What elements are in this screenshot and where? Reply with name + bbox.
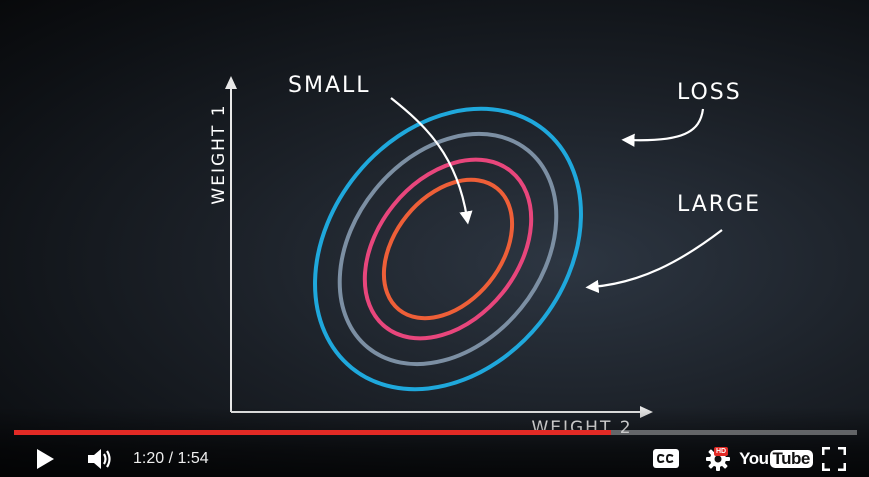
y-axis-label: WEIGHT 1: [209, 103, 229, 204]
play-button[interactable]: [28, 440, 62, 477]
contour-inner: [381, 177, 515, 321]
graph-axes: [225, 76, 653, 418]
youtube-logo-you: You: [739, 448, 769, 468]
small-arrow: [390, 97, 473, 225]
contour-third: [362, 157, 534, 341]
captions-button[interactable]: [650, 440, 682, 477]
volume-icon: [88, 448, 111, 469]
annotation-small: SMALL: [288, 73, 371, 98]
progress-bar[interactable]: [14, 430, 857, 435]
loss-contours: [313, 106, 583, 392]
play-icon: [37, 448, 54, 469]
contour-outer: [313, 106, 583, 392]
control-bar: 1:20 / 1:54: [0, 440, 869, 477]
annotation-large: LARGE: [677, 192, 761, 217]
captions-icon: [653, 449, 679, 468]
annotation-loss: LOSS: [677, 80, 742, 105]
contour-second: [337, 131, 559, 367]
time-display: 1:20 / 1:54: [133, 440, 209, 477]
time-separator: /: [164, 450, 178, 467]
youtube-logo-tube: Tube: [769, 449, 813, 468]
x-axis-label: WEIGHT 2: [531, 418, 632, 438]
current-time: 1:20: [133, 450, 165, 467]
x-axis-arrow-icon: [640, 406, 653, 418]
volume-button[interactable]: [82, 440, 118, 477]
fullscreen-icon: [822, 446, 846, 471]
fullscreen-button[interactable]: [818, 440, 850, 477]
y-axis-arrow-icon: [225, 76, 237, 89]
hd-badge: HD: [714, 447, 729, 456]
loss-arrow: [621, 108, 705, 147]
youtube-logo[interactable]: You Tube: [739, 440, 813, 477]
large-arrow: [585, 229, 723, 294]
settings-button[interactable]: HD: [700, 440, 736, 477]
progress-played: [14, 430, 612, 435]
duration: 1:54: [177, 450, 209, 467]
